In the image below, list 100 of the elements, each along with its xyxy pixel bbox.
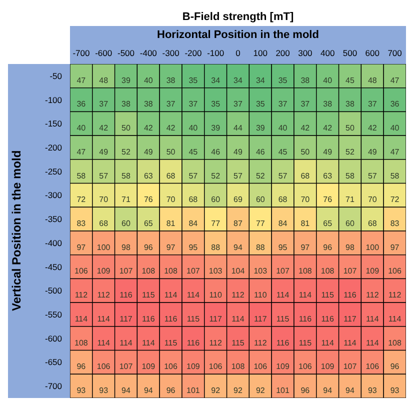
data-label: 49	[234, 147, 243, 156]
data-label: 96	[323, 242, 333, 252]
data-label: 57	[188, 171, 198, 180]
data-label: 45	[346, 76, 355, 85]
data-label: 115	[142, 290, 156, 300]
data-label: 48	[99, 76, 109, 85]
data-label: 112	[232, 290, 245, 300]
data-label: 112	[388, 290, 402, 300]
data-label: 83	[390, 219, 400, 228]
data-label: 76	[144, 195, 154, 204]
data-label: 114	[97, 314, 111, 324]
data-label: 40	[76, 124, 86, 133]
data-label: 52	[122, 147, 131, 156]
data-label: 38	[300, 76, 310, 85]
data-label: 68	[99, 219, 109, 228]
data-label: 70	[166, 195, 176, 204]
data-label: 60	[122, 219, 131, 228]
data-label: 112	[74, 290, 88, 300]
y-tick-label: -650	[44, 357, 62, 368]
data-label: 70	[99, 195, 109, 204]
y-axis-title: Vertical Position in the mold	[9, 150, 24, 311]
data-label: 47	[76, 147, 86, 156]
data-label: 97	[76, 242, 86, 252]
data-label: 88	[211, 242, 221, 252]
data-label: 114	[164, 290, 178, 300]
data-label: 117	[254, 314, 268, 324]
data-label: 108	[142, 266, 156, 276]
y-tick-label: -250	[44, 166, 62, 176]
data-label: 104	[231, 266, 246, 276]
data-label: 115	[164, 338, 178, 348]
data-label: 37	[99, 100, 109, 109]
data-label: 42	[99, 124, 109, 133]
data-label: 108	[164, 266, 178, 276]
data-label: 40	[144, 76, 154, 85]
data-label: 116	[164, 314, 178, 324]
data-label: 37	[278, 100, 288, 109]
data-label: 97	[300, 242, 310, 252]
data-label: 40	[188, 124, 198, 133]
y-tick-label: -700	[44, 381, 62, 392]
data-label: 57	[278, 171, 288, 180]
y-tick-label: -400	[44, 238, 62, 248]
data-label: 50	[122, 124, 131, 133]
data-label: 106	[254, 362, 268, 372]
data-label: 69	[234, 195, 243, 204]
data-label: 114	[186, 290, 200, 300]
data-label: 96	[300, 386, 310, 395]
data-label: 57	[99, 171, 109, 180]
data-label: 60	[346, 219, 355, 228]
data-label: 93	[99, 386, 109, 395]
data-label: 48	[368, 76, 378, 85]
data-label: 34	[234, 76, 243, 85]
x-tick-label: 0	[236, 48, 241, 58]
data-label: 107	[343, 362, 358, 372]
data-label: 58	[390, 171, 400, 180]
data-label: 42	[300, 124, 310, 133]
y-tick-label: -550	[44, 310, 62, 320]
data-label: 95	[188, 242, 198, 252]
data-label: 65	[144, 219, 154, 228]
data-label: 106	[74, 266, 88, 276]
data-label: 39	[122, 76, 131, 85]
data-label: 37	[368, 100, 378, 109]
data-label: 71	[346, 195, 355, 204]
data-label: 115	[186, 314, 200, 324]
x-tick-label: -300	[162, 48, 180, 58]
y-tick-label: -500	[44, 286, 62, 296]
data-label: 114	[97, 338, 111, 348]
data-label: 49	[99, 147, 109, 156]
data-label: 35	[278, 76, 288, 85]
data-label: 101	[186, 386, 200, 395]
data-label: 40	[390, 124, 400, 133]
data-label: 117	[120, 314, 133, 324]
data-label: 112	[254, 338, 268, 348]
data-label: 76	[323, 195, 333, 204]
data-label: 103	[254, 266, 268, 276]
data-label: 81	[166, 219, 176, 228]
data-label: 84	[188, 219, 198, 228]
data-label: 72	[76, 195, 86, 204]
data-label: 107	[119, 362, 134, 372]
data-label: 114	[232, 314, 245, 324]
data-label: 42	[323, 124, 333, 133]
data-label: 93	[368, 386, 378, 395]
x-tick-label: 700	[388, 48, 402, 58]
data-label: 100	[96, 242, 111, 252]
data-label: 96	[76, 362, 86, 372]
data-label: 109	[320, 362, 335, 372]
data-label: 84	[278, 219, 288, 228]
data-label: 57	[368, 171, 378, 180]
data-label: 87	[234, 219, 243, 228]
data-label: 109	[186, 362, 200, 372]
data-label: 107	[186, 266, 200, 276]
data-label: 44	[234, 124, 243, 133]
data-label: 107	[119, 266, 134, 276]
data-label: 106	[388, 266, 402, 276]
data-label: 68	[188, 195, 198, 204]
x-tick-label: 500	[342, 48, 358, 58]
data-label: 114	[276, 290, 290, 300]
data-label: 103	[208, 266, 223, 276]
data-label: 114	[366, 338, 380, 348]
x-tick-label: 200	[276, 48, 290, 58]
data-label: 37	[166, 100, 176, 109]
